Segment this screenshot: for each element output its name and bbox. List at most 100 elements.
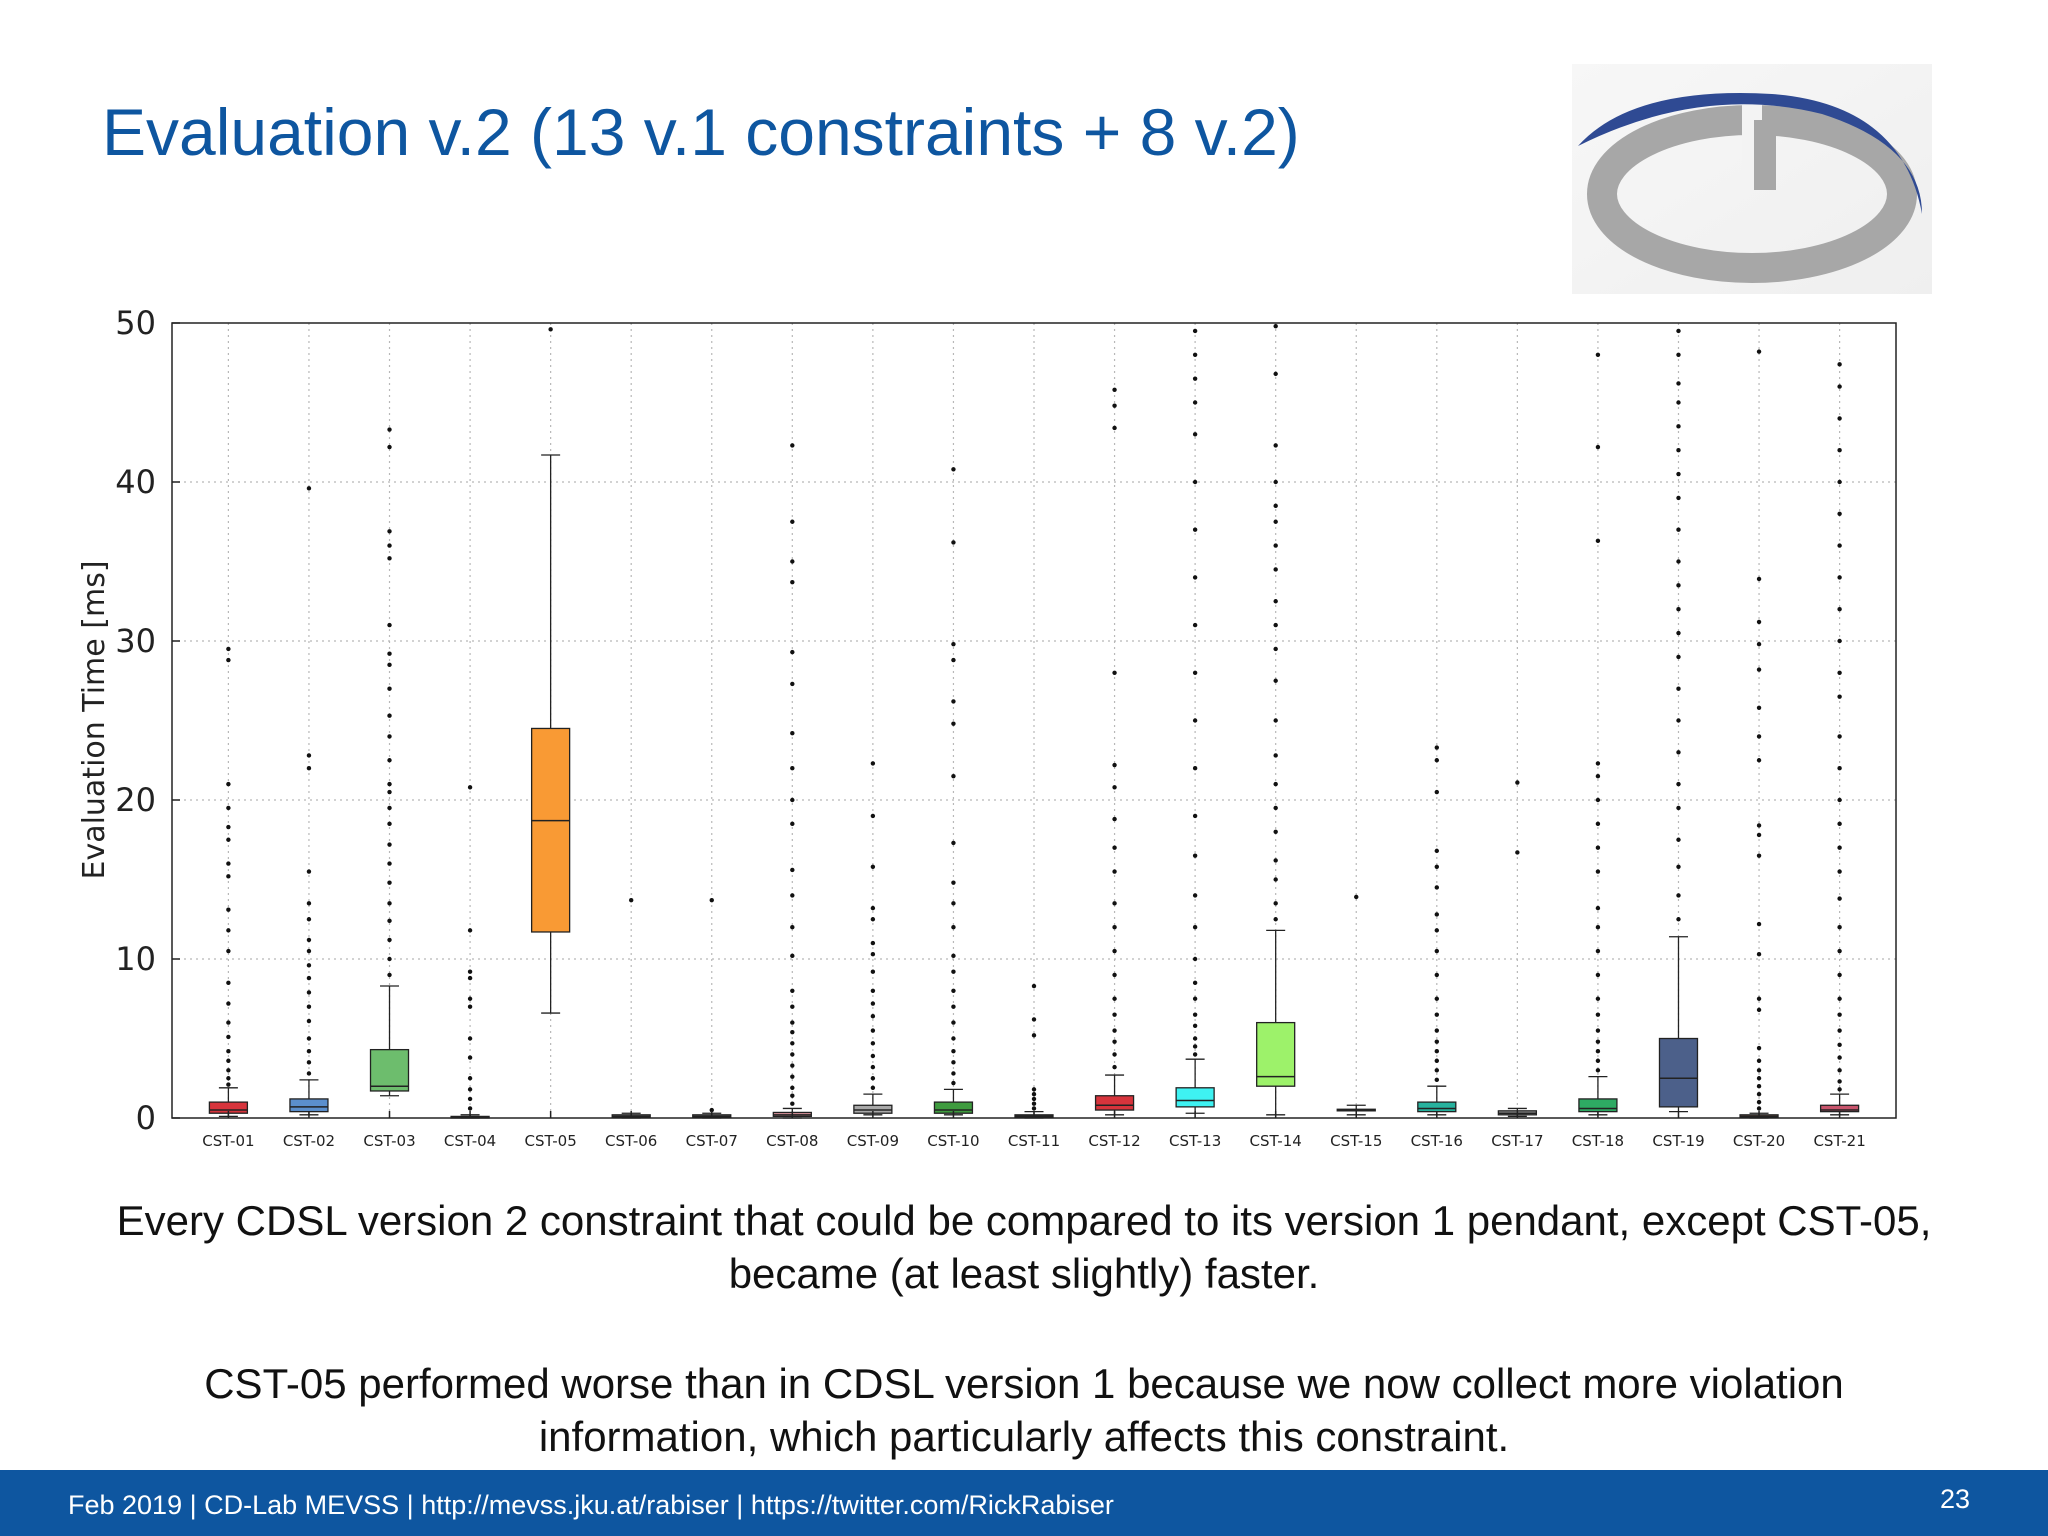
x-tick-label: CST-08 — [766, 1132, 818, 1150]
outlier-point — [790, 519, 795, 524]
outlier-point — [1031, 1017, 1037, 1022]
y-tick-label: 20 — [115, 781, 156, 819]
outlier-point — [790, 953, 795, 959]
outlier-point — [1676, 448, 1681, 453]
logo-d-stem — [1754, 120, 1776, 190]
outlier-point — [1676, 328, 1681, 334]
outlier-point — [1837, 925, 1842, 930]
outlier-point — [1756, 1045, 1762, 1051]
outlier-point — [951, 1049, 956, 1054]
outlier-point — [226, 1001, 231, 1006]
outlier-point — [1676, 864, 1681, 869]
outlier-point — [1595, 444, 1601, 450]
outlier-point — [1273, 781, 1278, 787]
outlier-point — [1273, 443, 1278, 448]
outlier-point — [1676, 424, 1681, 429]
outlier-point — [1756, 996, 1762, 1001]
outlier-point — [1192, 328, 1198, 334]
outlier-point — [1192, 575, 1198, 580]
box-iqr — [530, 727, 571, 933]
x-tick-label: CST-12 — [1088, 1132, 1140, 1150]
box-iqr — [289, 1098, 329, 1113]
outlier-point — [1595, 869, 1601, 874]
outlier-point — [306, 901, 312, 906]
outlier-point — [387, 821, 392, 827]
outlier-point — [951, 1071, 956, 1076]
outlier-point — [1354, 894, 1359, 900]
y-tick-label: 0 — [136, 1099, 156, 1137]
outlier-point — [1676, 750, 1681, 755]
outlier-point — [790, 579, 795, 585]
outlier-point — [1273, 877, 1278, 882]
outlier-point — [951, 1080, 956, 1086]
outlier-point — [1273, 858, 1278, 863]
outlier-point — [467, 1055, 473, 1060]
outlier-point — [1837, 972, 1842, 978]
outlier-point — [951, 699, 956, 704]
outlier-point — [1837, 1012, 1842, 1017]
outlier-point — [1676, 781, 1681, 787]
outlier-point — [628, 897, 634, 903]
outlier-point — [790, 649, 795, 655]
outlier-point — [226, 861, 231, 866]
outlier-point — [226, 948, 231, 954]
outlier-point — [870, 988, 876, 993]
outlier-point — [951, 953, 956, 959]
y-tick-label: 40 — [115, 463, 156, 501]
outlier-point — [1112, 785, 1117, 790]
outlier-point — [467, 928, 473, 933]
outlier-point — [226, 824, 231, 830]
x-tick-label: CST-16 — [1411, 1132, 1463, 1150]
outlier-point — [1434, 789, 1440, 795]
outlier-point — [387, 622, 392, 628]
outlier-point — [387, 713, 392, 718]
outlier-point — [1273, 678, 1278, 683]
outlier-point — [870, 761, 876, 766]
outlier-point — [1676, 471, 1681, 477]
outlier-point — [1837, 896, 1842, 901]
outlier-point — [226, 874, 231, 879]
outlier-point — [790, 1063, 795, 1068]
outlier-point — [387, 805, 392, 811]
outlier-point — [387, 789, 392, 795]
outlier-point — [1595, 761, 1601, 766]
outlier-point — [1837, 1068, 1842, 1073]
outlier-point — [709, 897, 714, 903]
outlier-point — [1676, 893, 1681, 898]
outlier-point — [1756, 349, 1762, 354]
x-tick-label: CST-18 — [1572, 1132, 1624, 1150]
y-tick-label: 50 — [115, 304, 156, 342]
outlier-point — [1112, 1052, 1117, 1057]
outlier-point — [1273, 371, 1278, 377]
outlier-point — [1837, 362, 1842, 367]
outlier-point — [1595, 996, 1601, 1001]
outlier-point — [467, 996, 473, 1001]
outlier-point — [306, 1004, 312, 1009]
outlier-point — [1676, 495, 1681, 501]
outlier-point — [1112, 1064, 1117, 1070]
x-tick-label: CST-09 — [847, 1132, 899, 1150]
grid-layer — [172, 323, 1896, 1118]
outlier-point — [1434, 972, 1440, 978]
outlier-point — [226, 1082, 231, 1087]
box-cst-13 — [1175, 328, 1215, 1114]
outlier-point — [1112, 1028, 1117, 1033]
outlier-point — [1676, 400, 1681, 405]
outlier-point — [1273, 646, 1278, 652]
outlier-point — [467, 969, 473, 974]
outlier-point — [306, 1036, 312, 1041]
box-cst-21 — [1819, 362, 1860, 1116]
outlier-point — [306, 486, 312, 491]
outlier-point — [790, 443, 795, 448]
outlier-point — [1676, 654, 1681, 660]
outlier-point — [1837, 1079, 1842, 1084]
outlier-point — [467, 975, 473, 981]
outlier-point — [387, 937, 392, 943]
outlier-point — [1837, 845, 1842, 850]
outlier-point — [1192, 718, 1198, 723]
outlier-point — [870, 1064, 876, 1070]
outlier-point — [226, 781, 231, 787]
outlier-point — [226, 657, 231, 663]
outlier-point — [387, 734, 392, 739]
outlier-point — [870, 1085, 876, 1090]
